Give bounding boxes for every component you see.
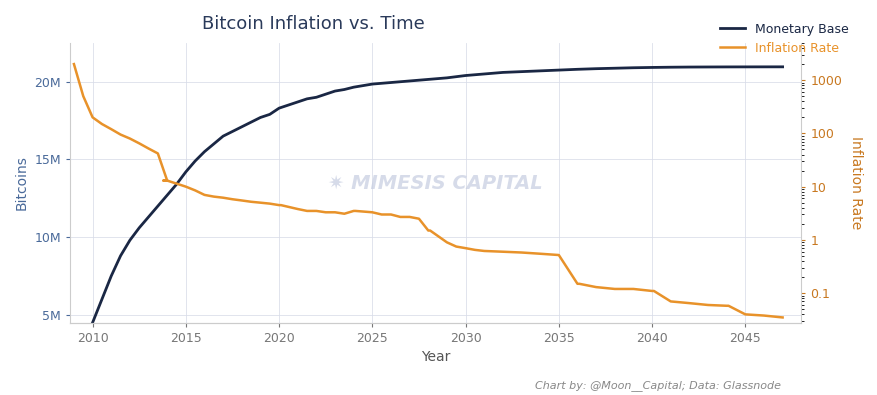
Text: Chart by: @Moon__Capital; Data: Glassnode: Chart by: @Moon__Capital; Data: Glassnod… <box>535 380 781 391</box>
Text: ✷ MIMESIS CAPITAL: ✷ MIMESIS CAPITAL <box>328 173 543 192</box>
Text: Bitcoin Inflation vs. Time: Bitcoin Inflation vs. Time <box>202 15 424 33</box>
Monetary Base <box>665 65 675 70</box>
Legend: Monetary Base, Inflation Rate: Monetary Base, Inflation Rate <box>715 18 853 60</box>
Inflation Rate <box>646 289 657 293</box>
Inflation Rate <box>199 192 210 197</box>
Y-axis label: Inflation Rate: Inflation Rate <box>848 136 862 229</box>
Monetary Base <box>161 193 172 198</box>
Monetary Base <box>189 159 200 164</box>
Monetary Base <box>776 64 787 69</box>
Monetary Base <box>68 350 79 355</box>
Inflation Rate <box>236 198 246 203</box>
Line: Inflation Rate: Inflation Rate <box>74 64 781 318</box>
Inflation Rate <box>68 62 79 66</box>
Line: Monetary Base: Monetary Base <box>74 67 781 352</box>
Inflation Rate <box>310 209 321 213</box>
Monetary Base <box>255 115 266 120</box>
Monetary Base <box>758 64 768 69</box>
Inflation Rate <box>367 210 377 214</box>
Inflation Rate <box>739 312 750 317</box>
Inflation Rate <box>776 315 787 320</box>
Monetary Base <box>125 238 135 243</box>
Y-axis label: Bitcoins: Bitcoins <box>15 155 29 210</box>
X-axis label: Year: Year <box>421 350 450 364</box>
